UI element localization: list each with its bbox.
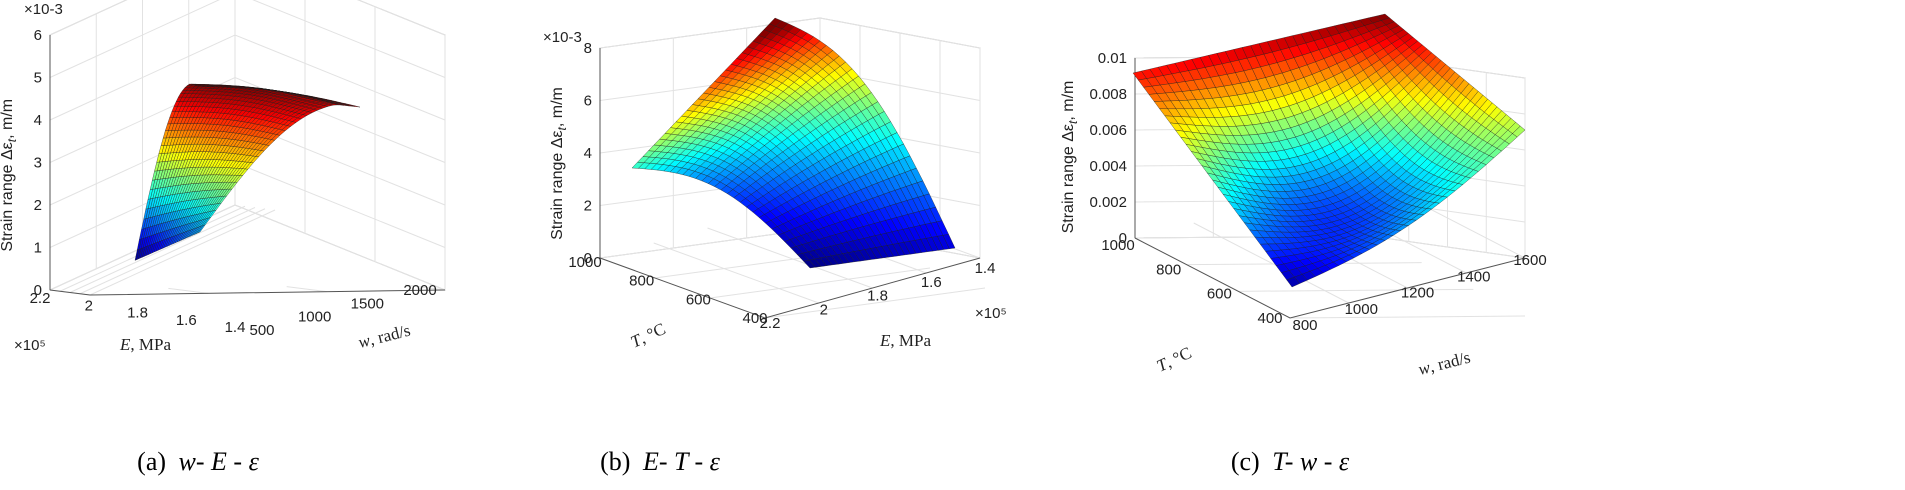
z-gridline — [49, 161, 446, 248]
z-axis-label: Strain range Δεt, m/m — [0, 99, 19, 252]
z-tick-label: 4 — [34, 112, 42, 129]
panel-caption: (c) T- w - ε — [1231, 447, 1350, 476]
z-tick-label: 0.01 — [1098, 50, 1127, 67]
z-tick-label: 2 — [34, 197, 42, 214]
panel-caption: (b) E- T - ε — [600, 447, 721, 476]
panel-caption: (a) w- E - ε — [137, 447, 259, 476]
z-tick-label: 6 — [34, 27, 42, 44]
z-gridline — [49, 0, 446, 36]
z-tick-label: 0.004 — [1089, 158, 1127, 175]
z-tick-label: 0 — [584, 250, 592, 267]
x-axis-label: T, °C — [628, 319, 669, 351]
x-tick-label: 1.8 — [127, 305, 148, 322]
x-axis-label: E, MPa — [119, 335, 171, 354]
z-axis-label: Strain range Δεt, m/m — [1060, 81, 1080, 234]
chart-panel-c: 0 0.002 0.004 0.006 0.008 0.01 1000 800 600 400 80… — [1060, 13, 1547, 476]
z-tick-label: 0 — [1119, 230, 1127, 247]
floor-axes — [599, 257, 981, 319]
x-tick-label: 600 — [1207, 286, 1232, 303]
surface-patch — [1512, 125, 1526, 138]
y-tick-label: 1000 — [1345, 301, 1378, 318]
z-tick-label: 4 — [584, 145, 592, 162]
y-tick-label: 1.4 — [975, 260, 996, 277]
y-tick-label: 2000 — [403, 282, 436, 299]
y-tick-label: 1200 — [1401, 285, 1434, 302]
surface — [631, 17, 956, 269]
y-tick-label: 1000 — [298, 309, 331, 326]
z-tick-label: 0 — [34, 282, 42, 299]
surface-patch — [942, 234, 956, 250]
x-tick-label: 800 — [1156, 261, 1181, 278]
y-tick-label: 1.6 — [921, 274, 942, 291]
y-tick-label: 800 — [1292, 317, 1317, 334]
z-tick-label: 0.002 — [1089, 194, 1127, 211]
y-axis-label: w, rad/s — [1416, 348, 1472, 379]
z-tick-label: 6 — [584, 93, 592, 110]
z-tick-label: 0.006 — [1089, 122, 1127, 139]
z-gridline — [49, 204, 446, 291]
x-tick-label: 2.2 — [30, 290, 51, 307]
surface — [134, 83, 361, 261]
x-axis-label: T, °C — [1154, 343, 1195, 375]
y-tick-label: 500 — [249, 322, 274, 339]
z-tick-label: 5 — [34, 70, 42, 87]
y-exponent-label: ×10⁵ — [975, 305, 1007, 322]
x-tick-label: 800 — [629, 273, 654, 290]
z-gridline — [49, 0, 446, 78]
x-tick-label: 1.4 — [225, 319, 246, 336]
x-tick-label: 2 — [85, 297, 93, 314]
surface-patch — [350, 105, 361, 108]
x-tick-label: 1000 — [568, 254, 601, 271]
z-exponent-label: ×10-3 — [24, 1, 63, 18]
z-tick-label: 1 — [34, 240, 42, 257]
z-tick-label: 8 — [584, 40, 592, 57]
floor-axes — [1134, 237, 1526, 319]
z-axis-label: Strain range Δεt, m/m — [549, 87, 569, 240]
x-tick-label: 1.6 — [176, 312, 197, 329]
y-tick-label: 1.8 — [867, 288, 888, 305]
x-exponent-label: ×10⁵ — [14, 337, 46, 354]
x-tick-label: 600 — [686, 291, 711, 308]
y-tick-label: 2.2 — [760, 315, 781, 332]
z-exponent-label: ×10-3 — [543, 29, 582, 46]
x-tick-label: 1000 — [1101, 237, 1134, 254]
y-tick-label: 1600 — [1513, 252, 1546, 269]
z-tick-label: 2 — [584, 198, 592, 215]
surface — [1132, 13, 1526, 288]
floor-axes — [49, 289, 446, 296]
chart-panel-a: 0 1 2 3 4 5 6 2.2 2 1.8 1.6 1.4 500 1000 1500 2000 Strai… — [0, 0, 446, 476]
y-axis-label: w, rad/s — [356, 321, 412, 352]
y-axis-label: E, MPa — [879, 331, 931, 350]
x-tick-label: 400 — [1257, 310, 1282, 327]
y-tick-label: 1500 — [351, 295, 384, 312]
y-tick-label: 2 — [820, 301, 828, 318]
z-tick-label: 3 — [34, 155, 42, 172]
x-tick-label: 400 — [742, 310, 767, 327]
y-tick-label: 1400 — [1457, 268, 1490, 285]
z-tick-label: 0.008 — [1089, 86, 1127, 103]
